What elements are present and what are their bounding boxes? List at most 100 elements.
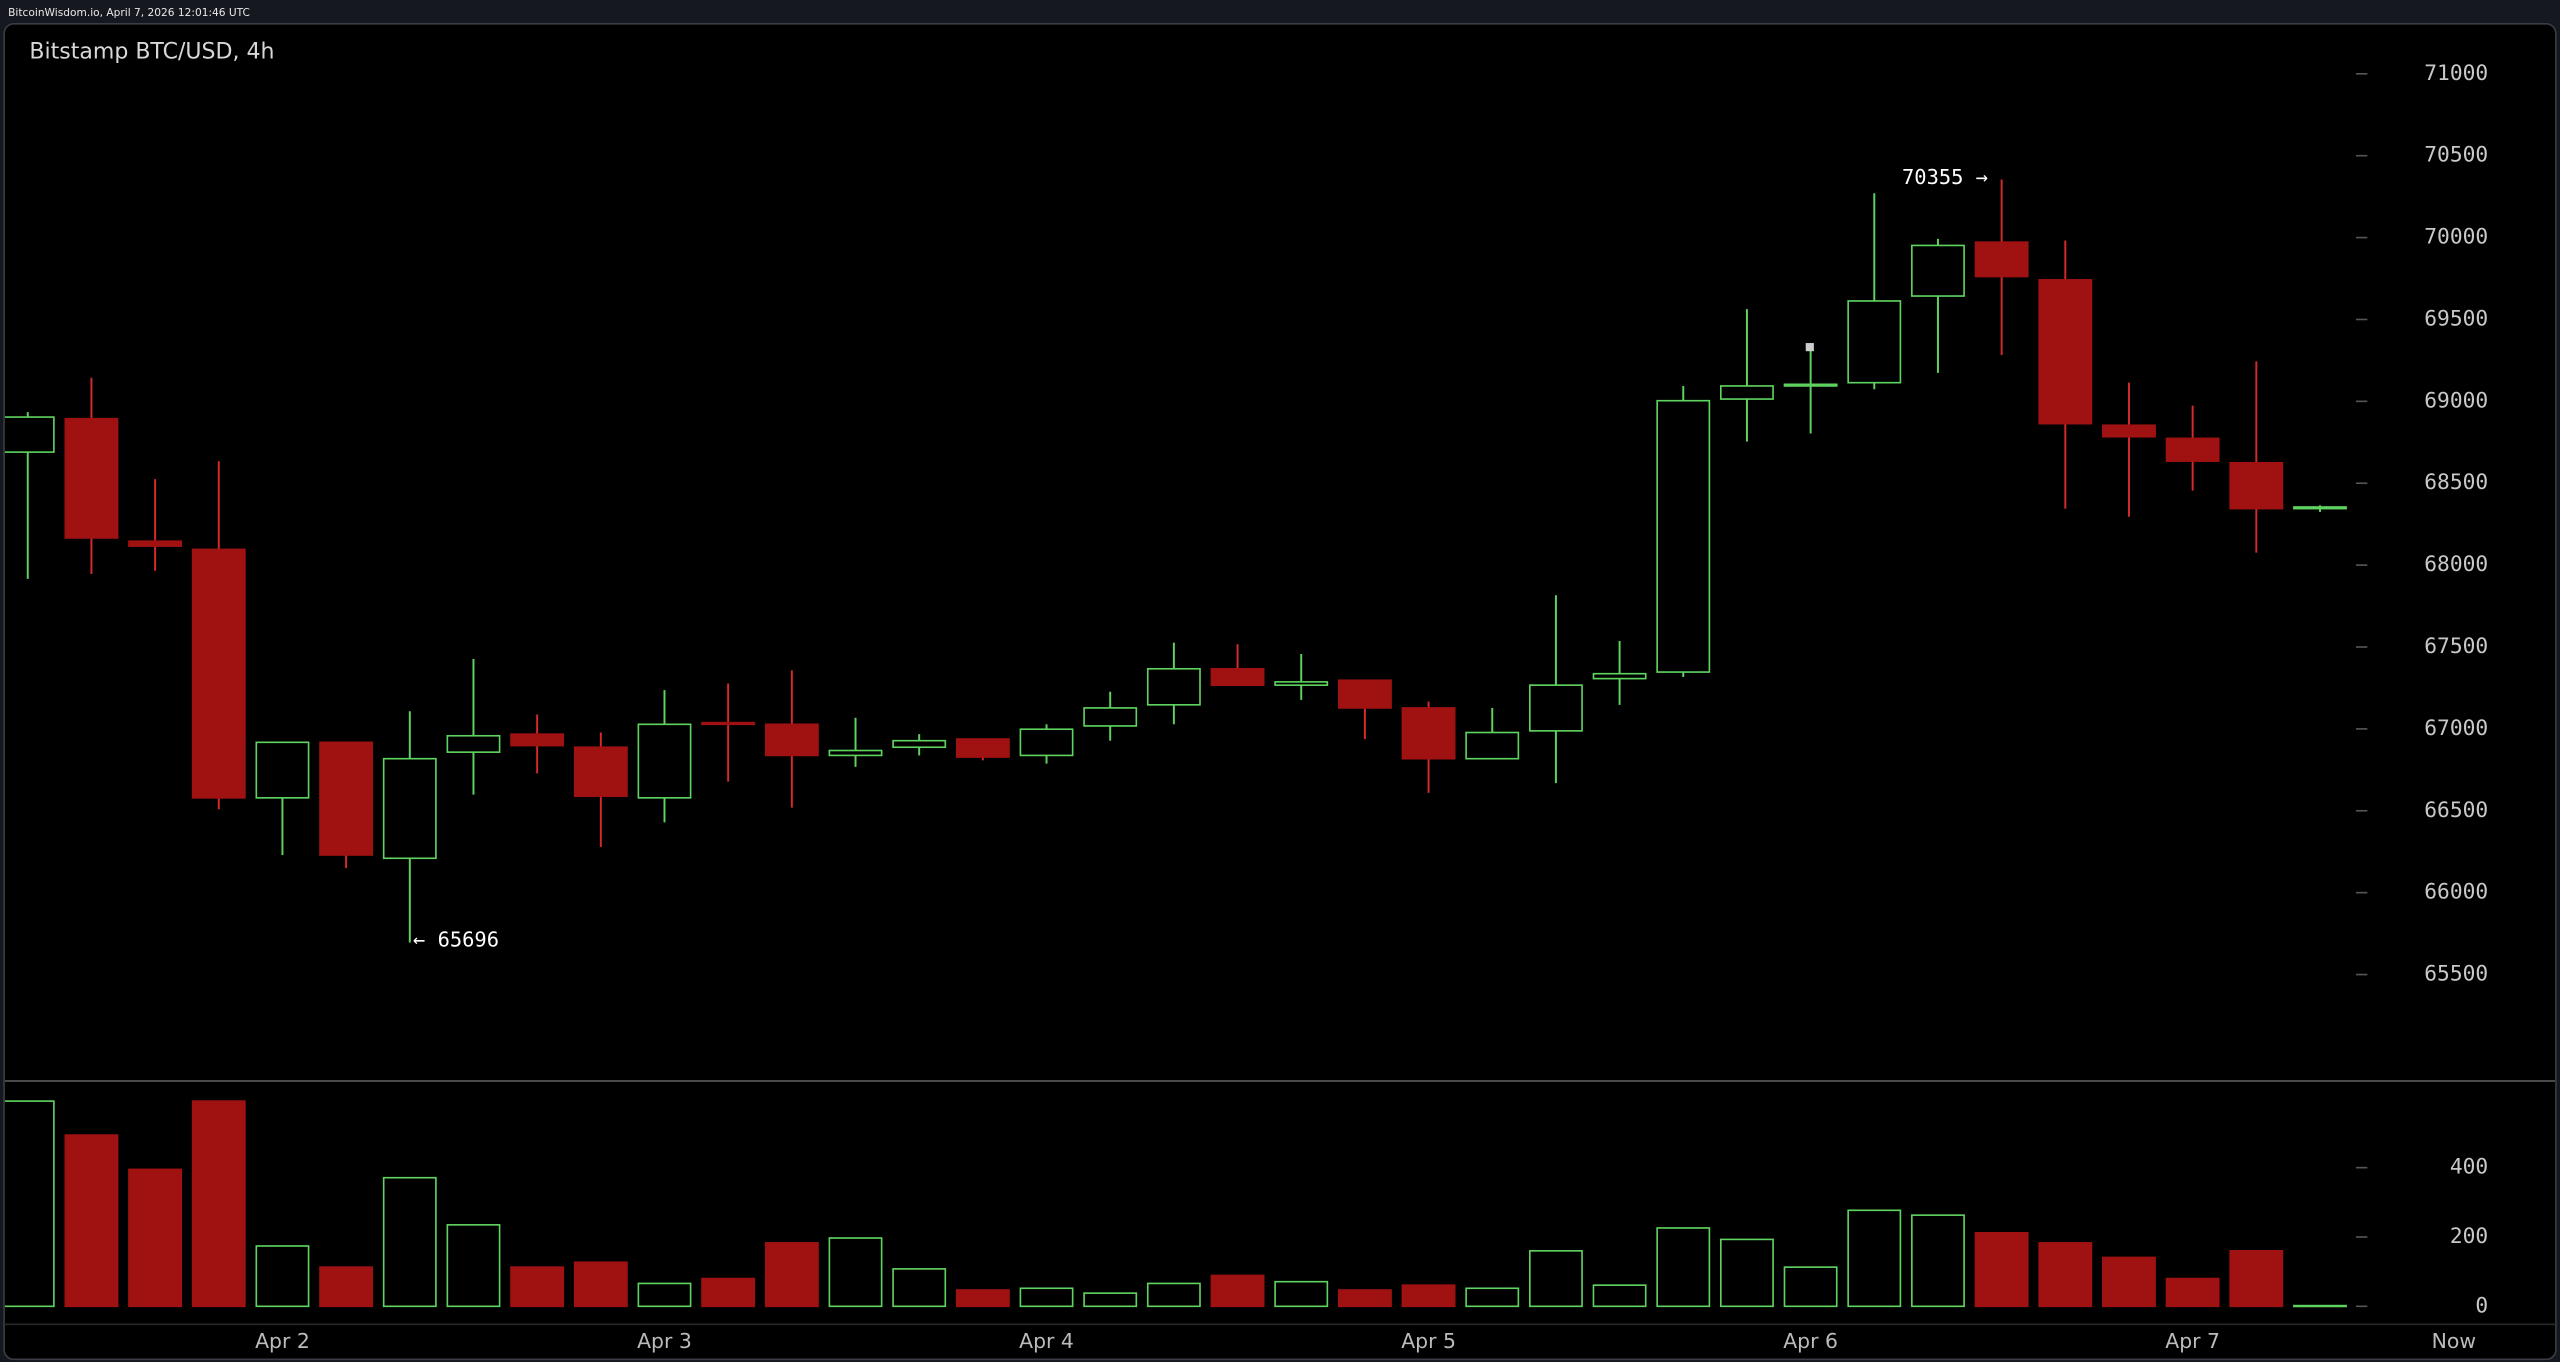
candle-body [2102,424,2156,438]
candle-body [701,721,756,726]
volume-bar [637,1282,692,1308]
volume-bar [764,1242,819,1308]
candle-body [1911,244,1965,297]
y-tick-label: 69000 [2424,388,2488,413]
volume-bar [2229,1250,2284,1308]
volume-bar [510,1266,565,1308]
candle-body [191,548,246,799]
y-tick-label: 67000 [2424,716,2488,741]
volume-bar [255,1245,310,1308]
candle-body [4,416,55,453]
candle-body [1465,731,1520,760]
candle-body [1274,681,1329,686]
y-tick-label: 71000 [2424,61,2488,86]
candle-body [382,757,437,860]
candle-body [446,734,501,753]
volume-bar [1210,1274,1265,1308]
volume-bar [1337,1289,1392,1308]
header-text: BitcoinWisdom.io, April 7, 2026 12:01:46… [8,6,250,19]
volume-bar [2102,1256,2156,1308]
candle-body [955,738,1010,758]
volume-bar [446,1224,501,1308]
candle-body [1083,707,1138,727]
y-tick-label: 200 [2450,1224,2488,1249]
volume-bar [1274,1280,1329,1308]
plot-area [4,179,2347,1308]
volume-bar [1465,1287,1520,1308]
volume-bar [191,1100,246,1308]
volume-bar [1847,1209,1902,1308]
candle-body [319,741,374,856]
volume-bar [1083,1292,1138,1308]
candle-body [1783,383,1838,387]
volume-bar [573,1261,628,1308]
x-tick-label: Apr 4 [1019,1329,1074,1353]
volume-bar [64,1134,119,1308]
volume-bar [701,1277,756,1308]
candle-body [1656,399,1711,673]
candle-body [1401,707,1456,760]
x-tick-label: Apr 3 [637,1329,692,1353]
candle-body [892,739,947,749]
volume-bar [2293,1304,2347,1308]
candle-body [1019,728,1074,757]
candle-body [2165,437,2220,462]
volume-bar [892,1268,947,1308]
candle-body [1337,679,1392,709]
volume-bar [4,1100,55,1308]
candle-body [764,723,819,757]
volume-bar [1911,1214,1965,1308]
now-label: Now [2432,1329,2476,1353]
candle-body [573,746,628,798]
volume-bar [1146,1282,1201,1308]
volume-bar [319,1266,374,1308]
candle-body [828,749,883,757]
candle-body [2038,279,2093,425]
y-tick-label: 68500 [2424,470,2488,495]
y-tick-label: 66000 [2424,880,2488,905]
annotation: ← 65696 [413,928,499,952]
candle-body [1720,385,1774,400]
y-tick-label: 70500 [2424,143,2488,168]
candle-body [2293,506,2347,510]
candle-body [1592,672,1647,680]
chart-title: Bitstamp BTC/USD, 4h [29,39,274,64]
candle-body [1847,300,1902,384]
volume-bar [1783,1266,1838,1308]
x-tick-label: Apr 2 [255,1329,310,1353]
volume-bar [1974,1232,2029,1308]
y-tick-label: 65500 [2424,962,2488,987]
volume-bar [1019,1287,1074,1308]
volume-bar [955,1289,1010,1308]
candle-body [64,417,119,539]
y-tick-label: 68000 [2424,552,2488,577]
volume-bar [828,1237,883,1308]
volume-bar [2038,1242,2093,1308]
candle-body [1146,667,1201,706]
x-tick-label: Apr 5 [1401,1329,1456,1353]
y-tick-label: 0 [2475,1293,2488,1318]
x-tick-label: Apr 7 [2165,1329,2220,1353]
y-tick-label: 69500 [2424,306,2488,331]
y-tick-label: 67500 [2424,634,2488,659]
volume-bar [1592,1284,1647,1308]
panel [3,23,2557,1361]
candle-body [255,741,310,799]
candle-body [1528,684,1583,732]
marker [1805,343,1814,352]
volume-bar [128,1168,183,1308]
volume-bar [1528,1250,1583,1308]
x-tick-label: Apr 6 [1783,1329,1838,1353]
volume-bar [2165,1277,2220,1308]
candle-body [1974,241,2029,278]
candle-body [510,733,565,747]
y-tick-label: 400 [2450,1155,2488,1180]
annotation: 70355 → [1902,165,1988,189]
volume-bar [1401,1284,1456,1308]
candle-body [637,723,692,799]
volume-bar [382,1176,437,1308]
volume-bar [1720,1238,1774,1308]
candle-body [2229,461,2284,510]
